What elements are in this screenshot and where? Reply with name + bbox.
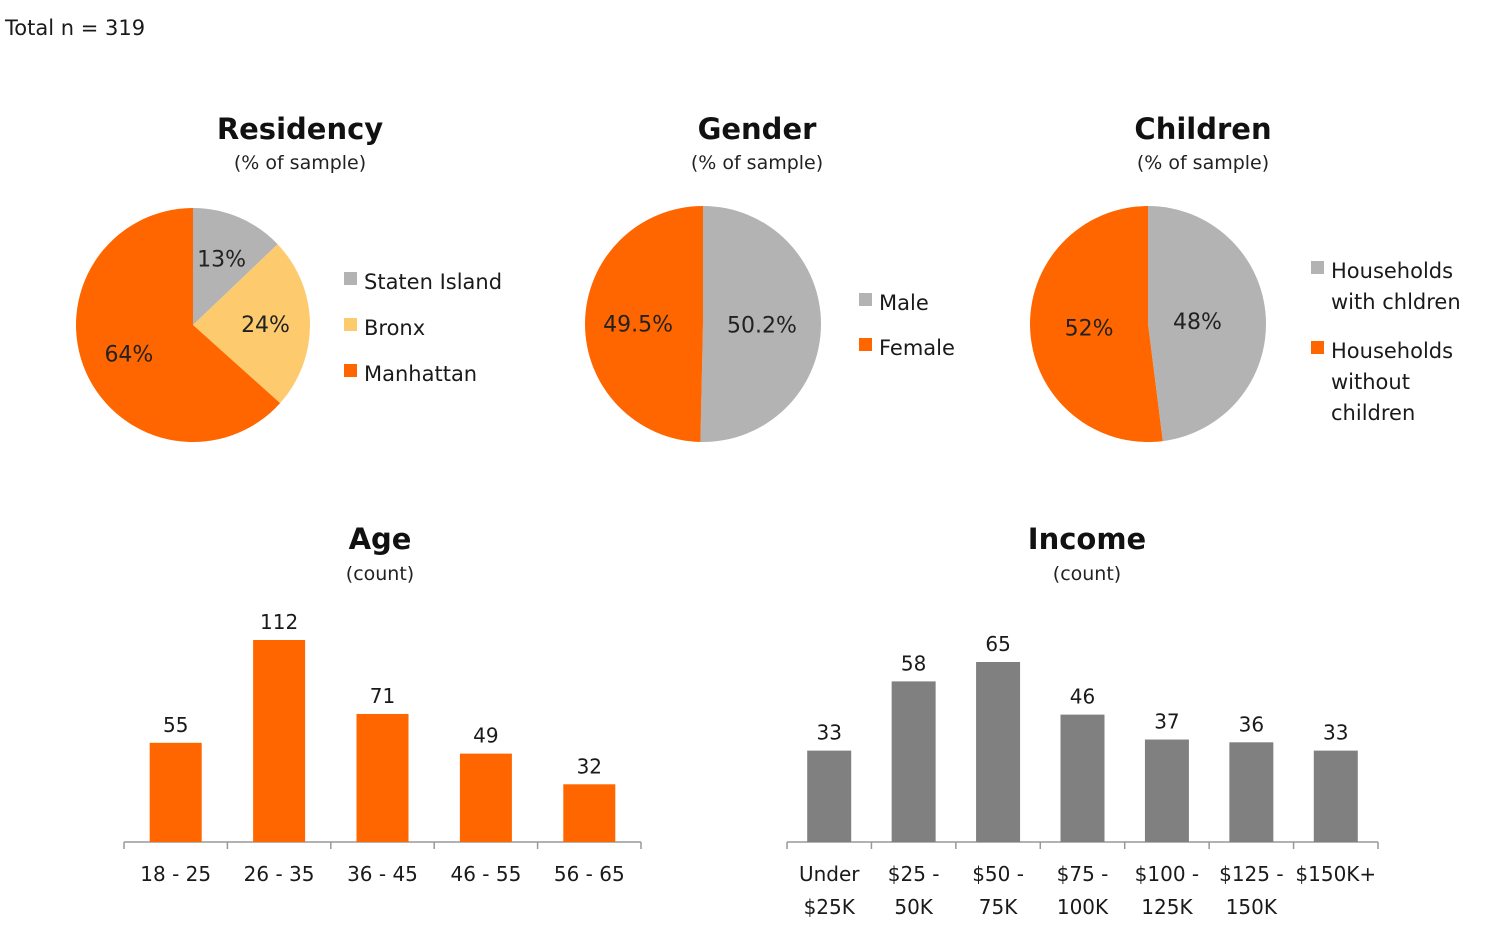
- income-bar-100-125k: [1144, 739, 1189, 842]
- age-bar-value-26-35: 112: [260, 610, 298, 634]
- residency-slice-bronx: [193, 244, 310, 404]
- age-bar-26-35: [253, 640, 306, 842]
- income-bar-value-25-50k: 58: [901, 651, 926, 675]
- gender-slice-female: [585, 206, 703, 442]
- income-tick-label-150k: $150K+: [1295, 862, 1376, 886]
- residency-slice-manhattan: [76, 208, 281, 443]
- age-bar-18-25: [149, 742, 202, 842]
- children-slice-households-with-chldren: [1148, 206, 1267, 442]
- income-bar-value-125-150k: 36: [1239, 712, 1264, 736]
- residency-slice-label-manhattan: 64%: [104, 343, 153, 368]
- residency-title: Residency: [217, 112, 383, 146]
- age-tick-label-18-25: 18 - 25: [140, 862, 211, 886]
- age-bar-value-56-65: 32: [577, 754, 602, 778]
- income-title: Income: [1028, 522, 1146, 556]
- children-slice-label-households-without-children: 52%: [1065, 317, 1114, 342]
- gender-subtitle: (% of sample): [691, 152, 823, 174]
- gender-legend-swatch-male: [859, 293, 872, 306]
- age-bar-value-18-25: 55: [163, 713, 188, 737]
- residency-slice-staten-island: [193, 208, 278, 325]
- income-bar-50-75k: [976, 662, 1021, 842]
- income-bar-value-75-100k: 46: [1070, 685, 1095, 709]
- children-slice-households-without-children: [1030, 206, 1163, 442]
- age-title: Age: [349, 522, 412, 556]
- residency-slice-label-bronx: 24%: [241, 313, 290, 338]
- income-bar-value-100-125k: 37: [1154, 710, 1179, 734]
- age-bar-36-45: [356, 713, 409, 842]
- residency-legend-swatch-staten-island: [344, 272, 357, 285]
- age-tick-label-36-45: 36 - 45: [347, 862, 418, 886]
- gender-legend-swatch-female: [859, 338, 872, 351]
- income-bar-value-under-25k: 33: [816, 721, 841, 745]
- income-bar-125-150k: [1229, 742, 1274, 842]
- residency-legend-bronx: Bronx: [364, 316, 425, 340]
- residency-legend-staten-island: Staten Island: [364, 270, 502, 294]
- children-title: Children: [1134, 112, 1271, 146]
- residency-subtitle: (% of sample): [234, 152, 366, 174]
- total-sample-label: Total n = 319: [5, 16, 146, 40]
- residency-legend-manhattan: Manhattan: [364, 362, 477, 386]
- age-bar-value-46-55: 49: [473, 724, 498, 748]
- income-bar-75-100k: [1060, 714, 1105, 842]
- age-tick-label-46-55: 46 - 55: [450, 862, 521, 886]
- income-tick-label-50-75k: $50 -75K: [972, 862, 1024, 919]
- gender-slice-label-female: 49.5%: [603, 312, 673, 337]
- income-bar-value-50-75k: 65: [985, 632, 1010, 656]
- children-legend-households-with-chldren: Households with chldren: [1331, 259, 1461, 314]
- gender-title: Gender: [698, 112, 818, 146]
- gender-legend-male: Male: [879, 291, 929, 315]
- children-legend-swatch-households-without-children: [1311, 341, 1324, 354]
- income-subtitle: (count): [1053, 563, 1121, 585]
- age-tick-label-26-35: 26 - 35: [244, 862, 315, 886]
- children-legend-swatch-households-with-chldren: [1311, 261, 1324, 274]
- age-subtitle: (count): [346, 563, 414, 585]
- income-tick-label-100-125k: $100 -125K: [1135, 862, 1199, 919]
- children-legend-households-without-children: Households without children: [1331, 339, 1453, 425]
- children-subtitle: (% of sample): [1137, 152, 1269, 174]
- income-bar-under-25k: [807, 750, 852, 842]
- income-bar-value-150k: 33: [1323, 721, 1348, 745]
- age-tick-label-56-65: 56 - 65: [554, 862, 625, 886]
- income-tick-label-125-150k: $125 -150K: [1219, 862, 1283, 919]
- income-tick-label-75-100k: $75 -100K: [1057, 862, 1109, 919]
- income-tick-label-25-50k: $25 -50K: [888, 862, 940, 919]
- age-bar-46-55: [459, 753, 512, 842]
- residency-legend-swatch-manhattan: [344, 364, 357, 377]
- income-bar-150k: [1313, 750, 1358, 842]
- income-tick-label-under-25k: Under $25K: [799, 862, 860, 919]
- children-slice-label-households-with-chldren: 48%: [1173, 310, 1222, 335]
- gender-slice-label-male: 50.2%: [727, 314, 797, 339]
- residency-slice-label-staten-island: 13%: [197, 247, 246, 272]
- age-bar-value-36-45: 71: [370, 684, 395, 708]
- income-bar-25-50k: [891, 681, 936, 842]
- gender-slice-male: [700, 206, 822, 442]
- age-bar-56-65: [563, 784, 616, 842]
- residency-legend-swatch-bronx: [344, 318, 357, 331]
- gender-legend-female: Female: [879, 336, 955, 360]
